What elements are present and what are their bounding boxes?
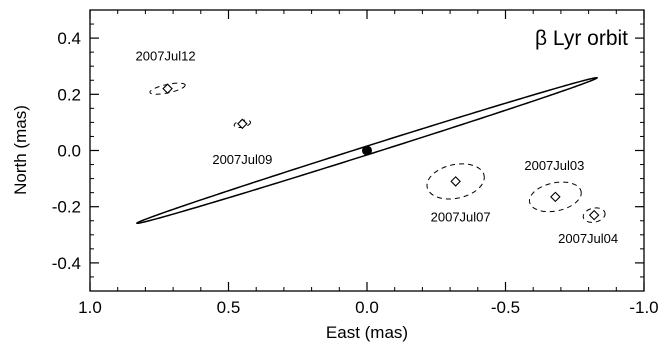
x-tick-label: -1.0 bbox=[629, 298, 658, 317]
observation-date-label: 2007Jul07 bbox=[431, 209, 491, 224]
y-tick-label: -0.4 bbox=[52, 254, 81, 273]
x-tick-label: 1.0 bbox=[78, 298, 102, 317]
orbit-path bbox=[136, 76, 598, 225]
x-axis-label: East (mas) bbox=[326, 323, 408, 342]
x-tick-label: 0.0 bbox=[355, 298, 379, 317]
observation-date-label: 2007Jul09 bbox=[212, 152, 272, 167]
observation-marker bbox=[588, 209, 600, 221]
primary-star-point bbox=[362, 145, 372, 156]
observation-date-label: 2007Jul03 bbox=[524, 158, 584, 173]
observation-marker bbox=[237, 118, 248, 130]
x-tick-label: -0.5 bbox=[491, 298, 520, 317]
error-ellipse bbox=[582, 207, 606, 223]
observation-date-label: 2007Jul04 bbox=[558, 231, 618, 246]
error-ellipse bbox=[426, 163, 485, 200]
chart-title: β Lyr orbit bbox=[535, 27, 628, 50]
y-tick-label: -0.2 bbox=[52, 198, 81, 217]
observation-marker bbox=[450, 176, 461, 187]
observation-date-label: 2007Jul12 bbox=[136, 49, 196, 64]
observation-marker bbox=[162, 83, 173, 94]
error-ellipse bbox=[528, 181, 582, 213]
observation-marker bbox=[550, 191, 561, 203]
y-tick-label: 0.2 bbox=[57, 85, 81, 104]
y-axis-label: North (mas) bbox=[11, 105, 30, 195]
y-tick-label: 0.4 bbox=[57, 29, 81, 48]
x-tick-label: 0.5 bbox=[217, 298, 241, 317]
y-tick-label: 0.0 bbox=[57, 142, 81, 161]
